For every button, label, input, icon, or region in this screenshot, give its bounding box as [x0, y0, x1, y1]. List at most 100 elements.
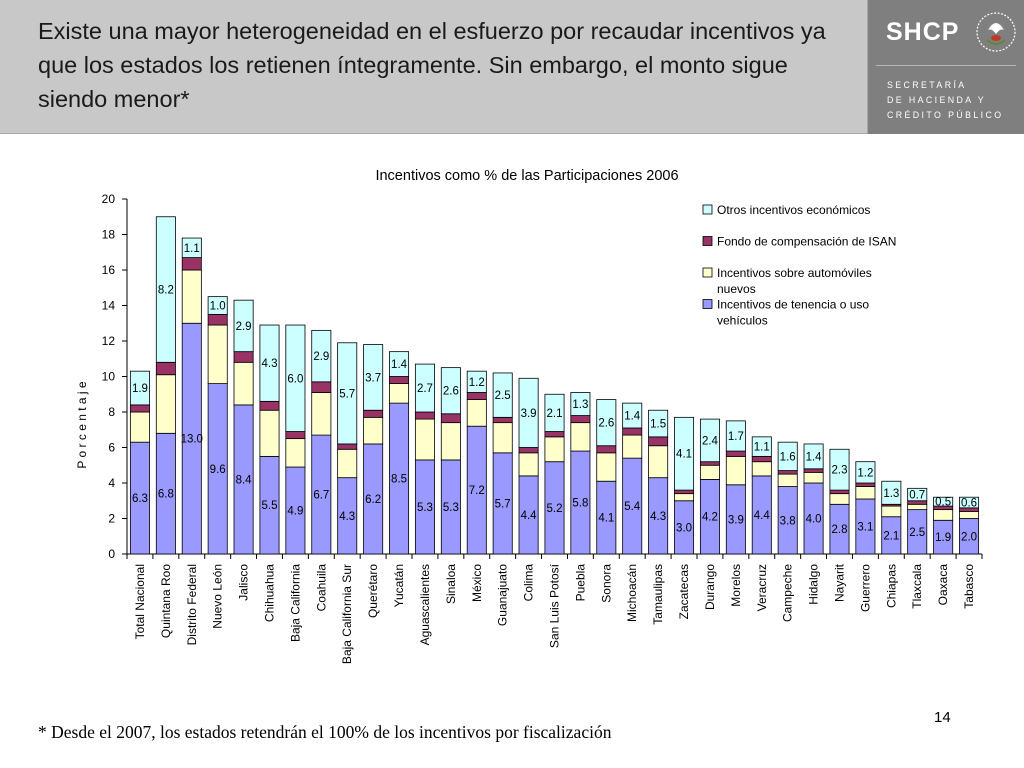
data-label: 5.8	[572, 498, 588, 510]
y-axis-label: P o r c e n t a j e	[75, 381, 89, 468]
data-label: 8.2	[158, 285, 174, 297]
bar-segment	[596, 399, 617, 447]
data-label: 2.6	[443, 386, 459, 398]
bar-segment	[907, 503, 928, 511]
bar-segment	[881, 505, 902, 518]
category-label: Guerrero	[858, 564, 872, 612]
data-label: 8.5	[391, 474, 407, 486]
bar-segment	[492, 372, 513, 418]
category-label: Baja California	[288, 564, 302, 642]
data-label: 6.2	[365, 494, 381, 506]
legend: Otros incentivos económicos Fondo de comp…	[702, 203, 896, 328]
data-label: 2.9	[313, 351, 329, 363]
data-label: 0.5	[935, 497, 951, 509]
data-label: 6.7	[313, 490, 329, 502]
category-label: Campeche	[781, 564, 795, 622]
bar-segment	[648, 409, 669, 438]
bar-segment	[907, 487, 928, 502]
data-label: 6.8	[158, 489, 174, 501]
data-label: 7.2	[469, 485, 485, 497]
category-label: Chiapas	[884, 564, 898, 608]
data-label: 4.9	[287, 506, 303, 518]
bar-segment	[725, 420, 746, 452]
category-label: Tabasco	[962, 564, 976, 609]
category-label: Querétaro	[366, 564, 380, 618]
y-tick-label: 12	[102, 334, 116, 348]
bar-segment	[492, 416, 513, 424]
bar-segment	[855, 482, 876, 487]
bar-segment	[440, 413, 461, 424]
bar-segment	[674, 493, 695, 502]
legend-swatch	[702, 299, 713, 309]
bar-segment	[725, 450, 746, 457]
y-tick-label: 20	[102, 192, 116, 206]
bar-segment	[337, 448, 358, 479]
bar-segment	[155, 216, 176, 363]
data-label: 6.0	[287, 373, 303, 385]
logo-wordmark: SHCP	[886, 18, 960, 46]
data-label: 1.3	[572, 399, 588, 411]
bar-segment	[337, 443, 358, 450]
category-label: Oaxaca	[936, 564, 950, 606]
logo-divider	[876, 65, 1016, 66]
data-label: 2.9	[236, 321, 252, 333]
bar-segment	[699, 418, 720, 463]
title-banner: Existe una mayor heterogeneidad en el es…	[0, 0, 868, 134]
category-label: Nuevo León	[211, 564, 225, 629]
shcp-logo: SHCP SECRETARÍA DE HACIENDA Y CRÉDITO PÚ…	[868, 0, 1024, 134]
bar-segment	[699, 464, 720, 480]
category-label: Jalisco	[237, 564, 251, 601]
bar-segment	[725, 455, 746, 486]
data-label: 1.1	[754, 442, 770, 454]
agency-name: SECRETARÍA DE HACIENDA Y CRÉDITO PÚBLICO	[887, 78, 1004, 123]
bar-segment	[233, 299, 254, 353]
data-label: 1.4	[806, 451, 823, 463]
data-label: 1.6	[780, 451, 796, 463]
bar-segment	[389, 376, 410, 384]
bar-segment	[674, 489, 695, 495]
stacked-bar-chart: Incentivos como % de las Participaciones…	[75, 168, 983, 664]
bar-segment	[518, 447, 539, 454]
data-label: 4.4	[521, 510, 538, 522]
data-label: 2.5	[495, 390, 511, 402]
bar-segment	[518, 452, 539, 477]
plot-area: 0 2 4 6 8 10 12 14 16 18 20 6.3 1.9 Total Nacional 6.8…	[102, 192, 983, 664]
y-tick-label: 16	[102, 263, 116, 277]
agency-line: SECRETARÍA	[887, 80, 967, 90]
data-label: 4.3	[262, 358, 278, 370]
bar-segment	[311, 392, 332, 436]
category-label: Morelos	[729, 564, 743, 607]
category-label: Tlaxcala	[910, 564, 924, 609]
category-label: Hidalgo	[807, 564, 821, 605]
data-label: 4.3	[650, 511, 666, 523]
data-label: 2.8	[832, 524, 848, 536]
data-label: 4.0	[806, 514, 822, 526]
bar-segment	[492, 422, 513, 454]
bar-segment	[648, 436, 669, 447]
bar-segment	[466, 399, 487, 427]
category-label: Distrito Federal	[185, 564, 199, 645]
data-label: 2.4	[702, 435, 719, 447]
data-label: 5.7	[339, 388, 355, 400]
bar-segment	[389, 383, 410, 404]
bar-segment	[414, 411, 435, 420]
bar-segment	[207, 296, 228, 315]
data-label: 1.9	[132, 383, 148, 395]
bar-segment	[259, 324, 280, 402]
bar-segment	[466, 392, 487, 400]
data-label: 4.2	[702, 512, 718, 524]
category-label: Guanajuato	[496, 564, 510, 626]
category-label: Zacatecas	[677, 564, 691, 619]
data-label: 3.9	[728, 514, 744, 526]
y-tick-label: 6	[108, 441, 115, 455]
category-label: Yucatán	[392, 564, 406, 607]
bar-segment	[751, 455, 772, 463]
bar-segment	[803, 468, 824, 473]
bar-segment	[855, 461, 876, 484]
y-tick-label: 8	[108, 405, 115, 419]
data-label: 1.9	[935, 532, 951, 544]
data-label: 2.0	[961, 531, 977, 543]
category-label: Quintana Roo	[159, 564, 173, 638]
chart-title: Incentivos como % de las Participaciones…	[375, 168, 678, 184]
y-tick-label: 18	[102, 228, 116, 242]
